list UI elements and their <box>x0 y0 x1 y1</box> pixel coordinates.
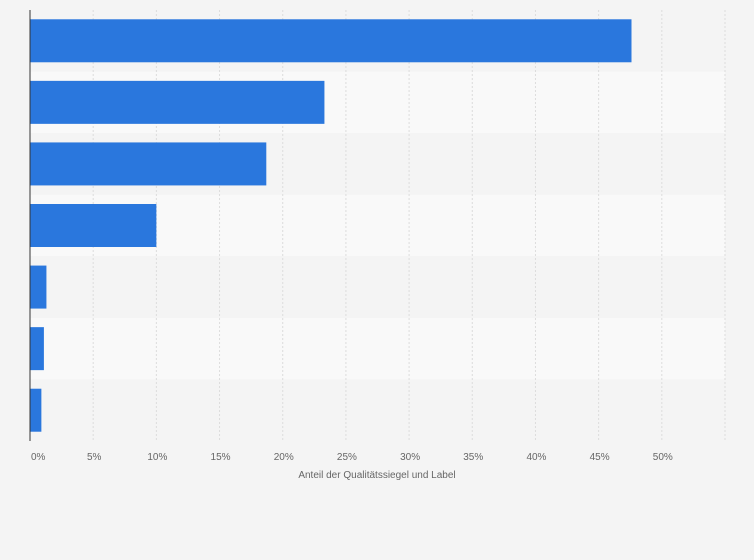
bar <box>30 80 325 124</box>
x-tick-label: 15% <box>211 452 231 463</box>
x-tick-label: 10% <box>147 452 167 463</box>
bar <box>30 265 47 309</box>
row-band <box>30 256 725 318</box>
x-axis-title: Anteil der Qualitätssiegel und Label <box>298 470 455 481</box>
x-tick-label: 30% <box>400 452 420 463</box>
bars <box>30 19 632 432</box>
x-tick-label: 45% <box>590 452 610 463</box>
bar <box>30 142 267 186</box>
row-bands <box>30 10 725 441</box>
x-tick-label: 0% <box>31 452 46 463</box>
x-tick-label: 20% <box>274 452 294 463</box>
x-tick-labels: 0% 5% 10% 15% 20% 25% 30% 35% 40% 45% 50% <box>31 452 673 463</box>
bar <box>30 204 157 247</box>
x-tick-label: 35% <box>463 452 483 463</box>
row-band <box>30 379 725 441</box>
row-band <box>30 317 725 380</box>
x-tick-label: 25% <box>337 452 357 463</box>
x-tick-label: 5% <box>87 452 102 463</box>
bar <box>30 388 42 432</box>
x-tick-label: 50% <box>653 452 673 463</box>
x-tick-label: 40% <box>526 452 546 463</box>
bar <box>30 327 44 371</box>
bar <box>30 19 632 63</box>
